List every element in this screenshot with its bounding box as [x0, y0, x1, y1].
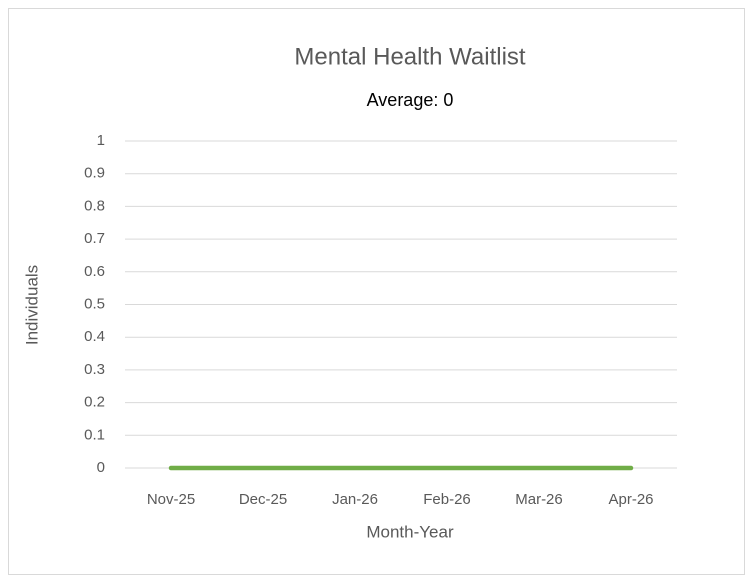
chart-border [8, 8, 745, 575]
y-tick-label: 0.3 [84, 361, 105, 378]
y-tick-label: 0.6 [84, 263, 105, 280]
x-tick-label: Feb-26 [423, 491, 471, 508]
x-axis-title: Month-Year [366, 522, 454, 541]
y-tick-label: 0.9 [84, 165, 105, 182]
x-tick-label: Jan-26 [332, 491, 378, 508]
x-tick-label: Mar-26 [515, 491, 563, 508]
y-tick-label: 0.5 [84, 295, 105, 312]
y-tick-label: 0 [97, 459, 105, 476]
y-tick-label: 0.2 [84, 394, 105, 411]
x-tick-label: Dec-25 [239, 491, 287, 508]
y-tick-label: 0.4 [84, 328, 105, 345]
x-tick-label: Apr-26 [608, 491, 653, 508]
y-tick-label: 0.1 [84, 426, 105, 443]
chart-subtitle: Average: 0 [367, 90, 454, 110]
chart-title: Mental Health Waitlist [294, 43, 526, 70]
y-tick-label: 0.8 [84, 197, 105, 214]
x-tick-label: Nov-25 [147, 491, 195, 508]
y-tick-label: 0.7 [84, 230, 105, 247]
y-axis-title: Individuals [22, 265, 41, 345]
y-tick-label: 1 [97, 132, 105, 149]
